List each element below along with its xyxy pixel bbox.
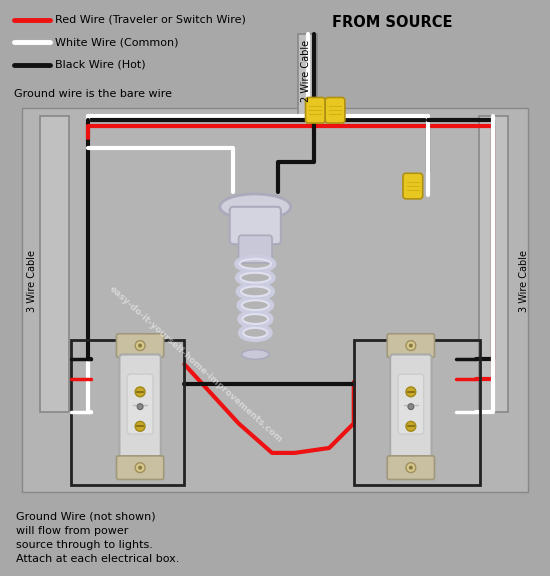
FancyBboxPatch shape bbox=[325, 97, 345, 123]
Ellipse shape bbox=[220, 194, 291, 219]
Circle shape bbox=[135, 463, 145, 472]
FancyBboxPatch shape bbox=[239, 236, 272, 263]
Bar bbox=[71, 340, 184, 486]
Circle shape bbox=[135, 340, 145, 351]
Text: Black Wire (Hot): Black Wire (Hot) bbox=[56, 60, 146, 70]
FancyBboxPatch shape bbox=[117, 334, 164, 357]
Circle shape bbox=[409, 344, 413, 347]
FancyBboxPatch shape bbox=[119, 354, 161, 459]
Circle shape bbox=[406, 463, 416, 472]
Bar bbox=[479, 116, 508, 412]
Text: Red Wire (Traveler or Switch Wire): Red Wire (Traveler or Switch Wire) bbox=[56, 15, 246, 25]
Ellipse shape bbox=[241, 350, 269, 359]
Circle shape bbox=[406, 387, 416, 397]
FancyBboxPatch shape bbox=[398, 374, 424, 434]
FancyBboxPatch shape bbox=[387, 456, 434, 479]
Text: 3 Wire Cable: 3 Wire Cable bbox=[519, 249, 529, 312]
Circle shape bbox=[406, 422, 416, 431]
Circle shape bbox=[409, 466, 413, 469]
FancyBboxPatch shape bbox=[390, 354, 432, 459]
Text: easy-do-it-yourself-home-improvements.com: easy-do-it-yourself-home-improvements.co… bbox=[108, 284, 284, 444]
Bar bbox=[298, 35, 317, 121]
Text: FROM SOURCE: FROM SOURCE bbox=[332, 15, 453, 30]
FancyBboxPatch shape bbox=[230, 207, 281, 244]
Circle shape bbox=[135, 422, 145, 431]
Bar bbox=[354, 340, 480, 486]
Circle shape bbox=[138, 344, 142, 347]
Circle shape bbox=[406, 340, 416, 351]
FancyBboxPatch shape bbox=[305, 97, 325, 123]
FancyBboxPatch shape bbox=[117, 456, 164, 479]
FancyBboxPatch shape bbox=[387, 334, 434, 357]
Circle shape bbox=[135, 387, 145, 397]
Text: Ground Wire (not shown)
will flow from power
source through to lights.
Attach at: Ground Wire (not shown) will flow from p… bbox=[16, 512, 179, 564]
Text: Ground wire is the bare wire: Ground wire is the bare wire bbox=[14, 89, 172, 98]
Text: White Wire (Common): White Wire (Common) bbox=[56, 37, 179, 47]
Text: 2 Wire Cable: 2 Wire Cable bbox=[300, 40, 311, 102]
Text: 3 Wire Cable: 3 Wire Cable bbox=[27, 249, 37, 312]
Circle shape bbox=[137, 404, 143, 410]
FancyBboxPatch shape bbox=[403, 173, 423, 199]
Circle shape bbox=[138, 466, 142, 469]
FancyBboxPatch shape bbox=[127, 374, 153, 434]
Circle shape bbox=[408, 404, 414, 410]
Bar bbox=[22, 108, 528, 492]
Bar bbox=[40, 116, 69, 412]
